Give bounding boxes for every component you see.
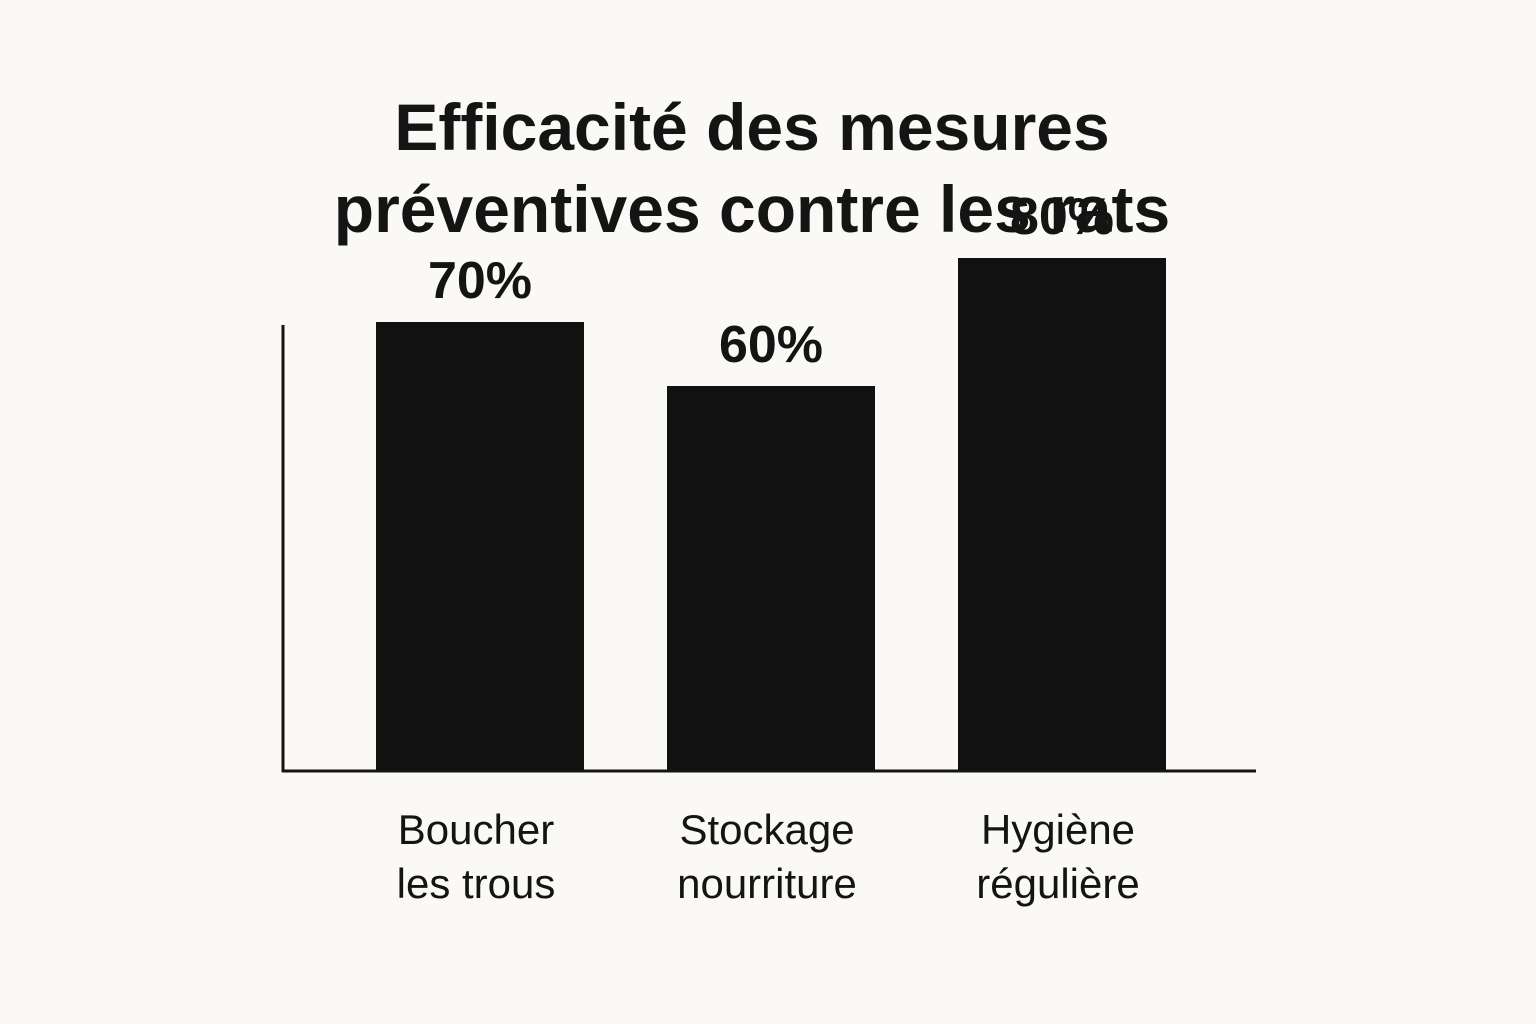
- chart-title-line-1: Efficacité des mesures: [394, 90, 1110, 164]
- chart-title-line-2: préventives contre les rats: [333, 172, 1171, 246]
- category-label-1-line-1: Boucher: [398, 806, 554, 853]
- category-label-3-line-2: régulière: [976, 860, 1139, 907]
- value-label-2: 60%: [719, 316, 823, 374]
- category-label-1-line-2: les trous: [397, 860, 556, 907]
- value-label-3: 80%: [1010, 188, 1114, 246]
- value-label-1: 70%: [428, 252, 532, 310]
- category-label-3-line-1: Hygiène: [981, 806, 1135, 853]
- category-label-2-line-1: Stockage: [679, 806, 854, 853]
- bars-group: 70% Boucher les trous 60% Stockage nourriture…: [376, 188, 1166, 907]
- bar-2: [667, 386, 875, 770]
- bar-3: [958, 258, 1166, 770]
- category-label-2-line-2: nourriture: [677, 860, 857, 907]
- bar-1: [376, 322, 584, 770]
- chart-title: Efficacité des mesures préventives contr…: [0, 86, 1504, 250]
